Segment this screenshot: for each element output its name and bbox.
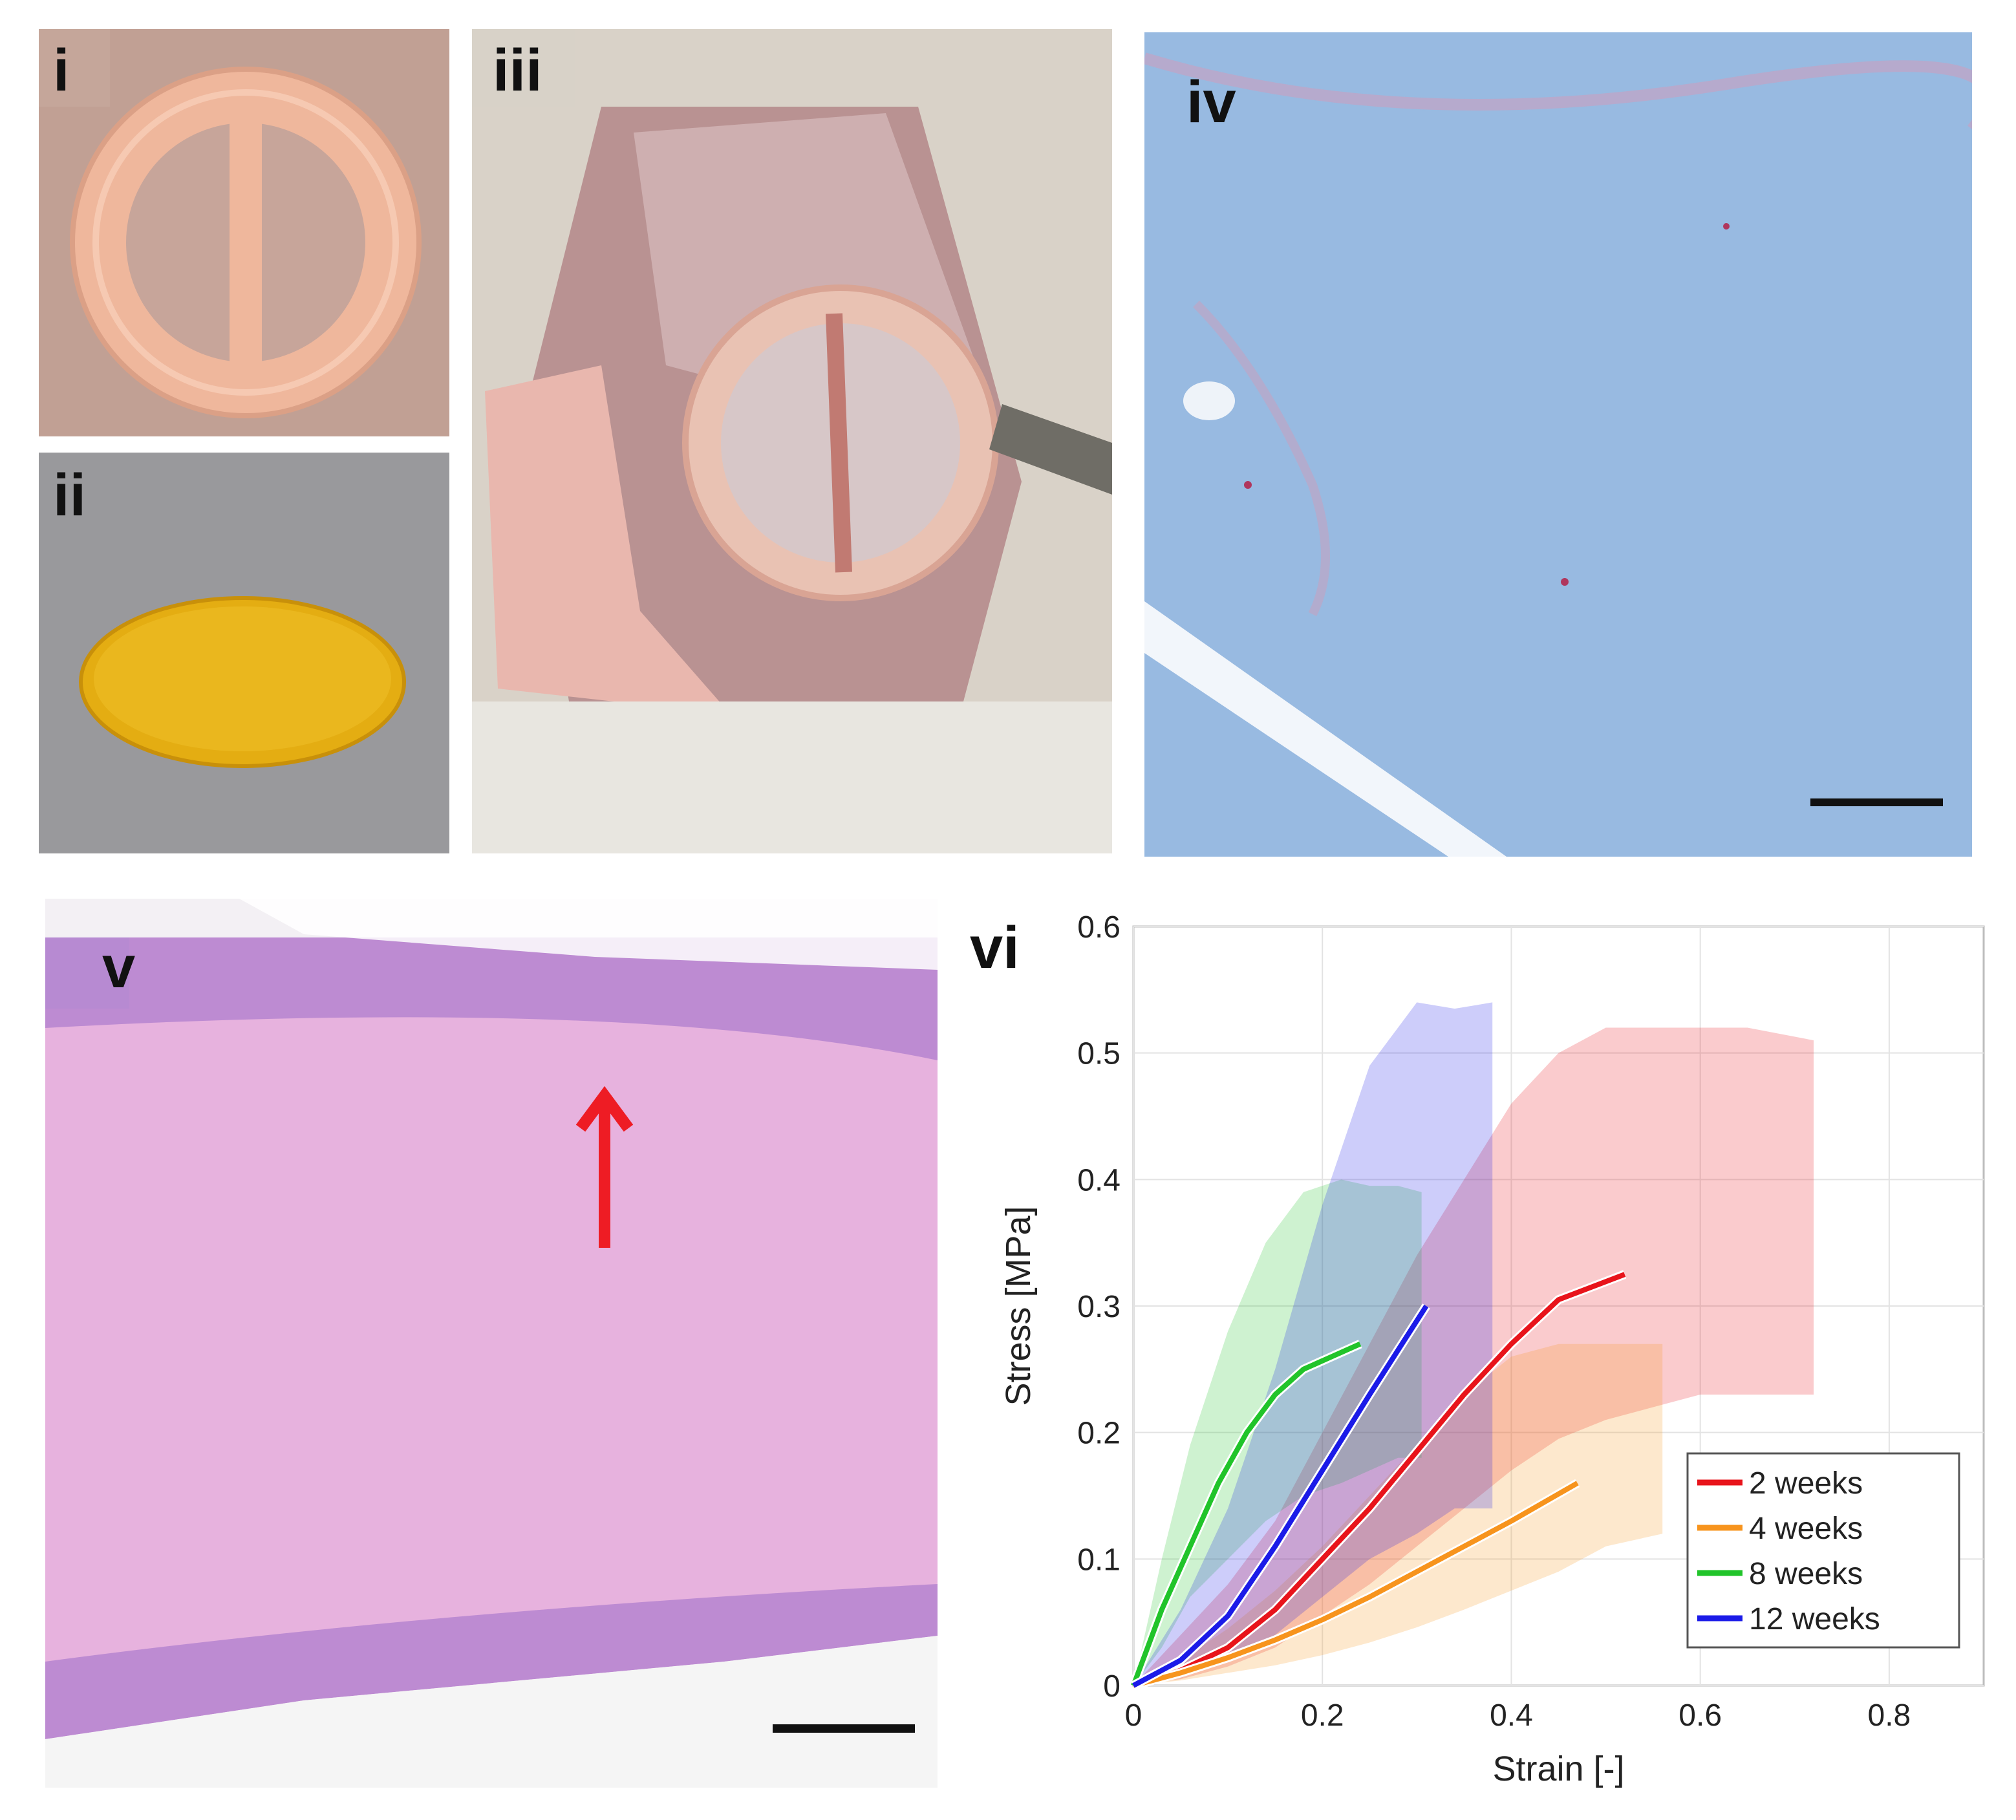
panel-vi-stress-strain-chart: vi 0 0.2 0.4 0.6 0.8 0 0.1 0.2 0.3 0.4 0.5 0.6 Strai…: [963, 886, 2016, 1820]
line-8-weeks: [1131, 1342, 1362, 1687]
x-tick-label: 0.4: [1490, 1698, 1533, 1733]
panel-label-iv: iv: [1186, 69, 1236, 135]
band-4-weeks: [1133, 1344, 1663, 1686]
he-histology-image: [45, 899, 938, 1788]
legend-entry: 8 weeks: [1749, 1557, 1863, 1591]
x-tick-label: 0.6: [1678, 1698, 1722, 1733]
line-2-weeks: [1132, 1272, 1626, 1688]
panel-label-i: i: [53, 37, 70, 103]
band-8-weeks: [1133, 1179, 1422, 1686]
y-tick-label: 0.1: [1077, 1543, 1121, 1577]
panel-label-vi: vi: [970, 915, 1020, 981]
legend-entry: 2 weeks: [1749, 1466, 1863, 1501]
red-arrow-icon: [575, 1086, 634, 1248]
y-axis-label: Stress [MPa]: [999, 1206, 1038, 1406]
stress-strain-chart: 0 0.2 0.4 0.6 0.8 0 0.1 0.2 0.3 0.4 0.5 0.6 Strain […: [999, 910, 1985, 1788]
line-12-weeks: [1132, 1304, 1429, 1688]
legend-box: [1686, 1452, 1960, 1649]
y-tick-label: 0.6: [1077, 910, 1121, 945]
scale-bar: [773, 1724, 915, 1733]
y-tick-label: 0.2: [1077, 1417, 1121, 1451]
panel-v-he-histology: v: [45, 899, 938, 1788]
x-tick-label: 0.2: [1301, 1698, 1344, 1733]
band-2-weeks: [1133, 1027, 1814, 1686]
panel-iii-surgical-photo: iii: [472, 29, 1112, 853]
x-axis-label: Strain [-]: [1492, 1750, 1624, 1788]
x-tick-label: 0: [1125, 1698, 1142, 1733]
line-4-weeks: [1132, 1481, 1579, 1688]
band-12-weeks: [1133, 1002, 1493, 1686]
surgical-implant-image: [472, 29, 1112, 853]
y-tick-label: 0: [1103, 1669, 1121, 1704]
scale-bar: [1810, 798, 1943, 806]
legend-entry: 12 weeks: [1749, 1602, 1880, 1636]
legend: 2 weeks 4 weeks 8 weeks 12 weeks: [1686, 1452, 1960, 1649]
mesh-disk-image: [39, 453, 449, 853]
legend-entry: 4 weeks: [1749, 1512, 1863, 1546]
y-tick-label: 0.4: [1077, 1163, 1121, 1197]
x-tick-label: 0.8: [1868, 1698, 1911, 1733]
y-tick-label: 0.5: [1077, 1037, 1121, 1071]
panel-label-iii: iii: [493, 37, 542, 103]
trichrome-histology-image: [1144, 32, 1972, 857]
y-tick-label: 0.3: [1077, 1290, 1121, 1324]
panel-ii-mesh-disk-photo: ii: [39, 453, 449, 853]
panel-label-v: v: [102, 934, 136, 1000]
panel-iv-trichrome-histology: iv: [1144, 32, 1972, 857]
panel-label-ii: ii: [53, 462, 87, 528]
panel-i-ring-scaffold-photo: i: [39, 29, 449, 436]
